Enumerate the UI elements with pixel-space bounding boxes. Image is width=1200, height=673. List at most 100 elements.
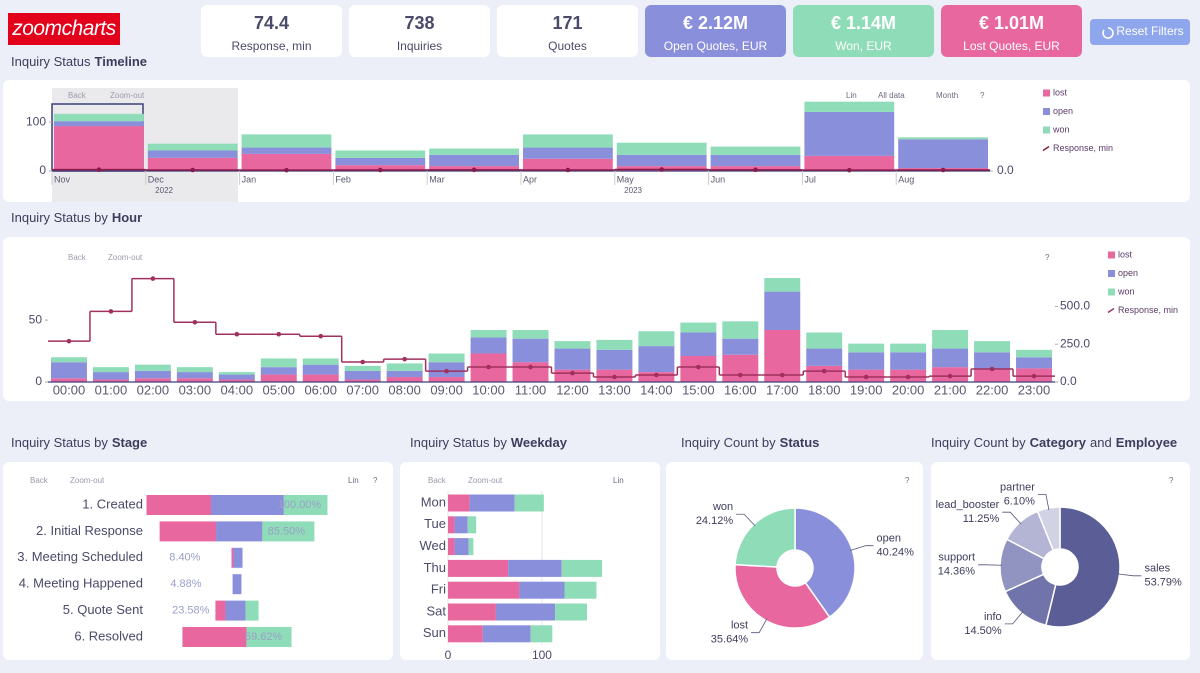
line-point [486,364,491,370]
slice-value: 53.79% [1144,577,1182,589]
pie-slice [1036,506,1061,552]
leader-line [1117,573,1142,577]
x-tick-label: 100 [532,648,552,662]
toolbar-button[interactable]: ? [980,91,985,100]
bar-segment [974,352,1011,370]
kpi-label: Won, EUR [835,39,892,53]
bar-segment [344,379,381,382]
x-tick-label: 11:00 [515,382,547,397]
toolbar-button[interactable]: ? [1045,253,1050,262]
leader-line [1002,511,1022,525]
bar-segment [523,134,613,148]
kpi-tile[interactable] [645,5,786,57]
bar-segment [147,150,238,158]
funnel-segment [216,521,263,542]
bar-segment [512,330,549,339]
bar-segment [1016,357,1052,369]
kpi-tile[interactable] [793,5,934,57]
y2-tick-label: 0.0 [997,163,1014,177]
slice-label: lost [731,620,748,632]
x-tick-label: Aug [898,174,914,184]
toolbar-button[interactable]: ? [905,476,910,485]
funnel-segment [283,495,328,515]
year-label: 2022 [155,186,173,195]
legend-swatch [1043,126,1050,134]
bar-segment [260,367,297,375]
kpi-value: € 1.14M [831,13,896,33]
bar-segment [51,378,87,382]
bar-segment [428,353,465,363]
line-point [821,368,827,374]
bar-segment [764,291,801,330]
y-tick-label: 0 [35,374,42,388]
category-card [931,462,1190,660]
logo: zoomcharts [11,17,117,40]
legend-label: lost [1053,87,1068,97]
kpi-label: Quotes [548,39,587,53]
funnel-segment [246,627,292,647]
bar-segment [448,516,455,534]
bar-segment [1016,349,1052,358]
bar-segment [932,330,969,349]
bar-segment [176,372,213,379]
bar-segment [848,343,885,353]
toolbar-button[interactable]: Lin [348,476,359,485]
kpi-tile[interactable] [201,5,342,57]
y-tick-label: Tue [424,516,446,531]
line-point [66,338,72,344]
bar-segment [386,377,423,382]
logo-box[interactable] [8,13,120,45]
funnel-segment [159,521,217,542]
kpi-tile[interactable] [941,5,1082,57]
bar-segment [470,337,507,354]
bar-segment [806,348,843,366]
bar-segment [974,369,1011,382]
y-tick-label: 2. Initial Response [36,523,143,538]
legend-label: won [1117,286,1135,296]
bar-segment [898,139,988,169]
bar-segment [710,154,801,167]
line-point [947,373,953,379]
line-point [276,331,282,337]
bar-segment [638,331,675,347]
line-point [863,374,869,380]
leader-line [751,618,768,634]
title-part: Inquiry Status by [11,210,108,225]
line-point [360,359,365,365]
y-tick-label: 0 [39,163,46,177]
kpi-tile[interactable] [497,5,638,57]
toolbar-button[interactable]: All data [878,91,905,100]
legend-label: open [1053,106,1073,116]
bar-segment [218,372,255,375]
title-part: Inquiry Count by [681,435,776,450]
toolbar-button[interactable]: ? [373,476,378,485]
toolbar-button[interactable]: Lin [846,91,857,100]
pie-slice [1044,506,1121,628]
bar-segment [448,538,455,556]
kpi-tile[interactable] [349,5,490,57]
line-point [753,167,758,173]
slice-label: lead_booster [936,499,1000,511]
line-point [940,167,946,173]
kpi-label: Lost Quotes, EUR [963,39,1060,53]
title-part: Inquiry Status by [11,435,108,450]
toolbar-button[interactable]: Month [936,91,958,100]
toolbar-button[interactable]: ? [1169,476,1174,485]
bar-segment [176,378,213,382]
reset-button[interactable] [1090,19,1190,45]
slice-label: info [984,611,1002,623]
bar-segment [890,352,927,370]
title-part: Hour [112,210,142,225]
toolbar-button[interactable]: Lin [613,476,624,485]
legend-label: open [1118,268,1138,278]
y-tick-label: 100 [26,114,46,128]
bar-segment [523,158,613,171]
legend-swatch [1107,307,1115,314]
y-tick-label: 6. Resolved [74,628,143,643]
kpi-label: Open Quotes, EUR [664,39,768,53]
bar-segment [386,363,423,371]
percent-label: 23.58% [172,605,210,617]
percent-label: 100.00% [278,499,322,511]
bar-segment [302,374,339,382]
reset-icon [1102,27,1114,39]
